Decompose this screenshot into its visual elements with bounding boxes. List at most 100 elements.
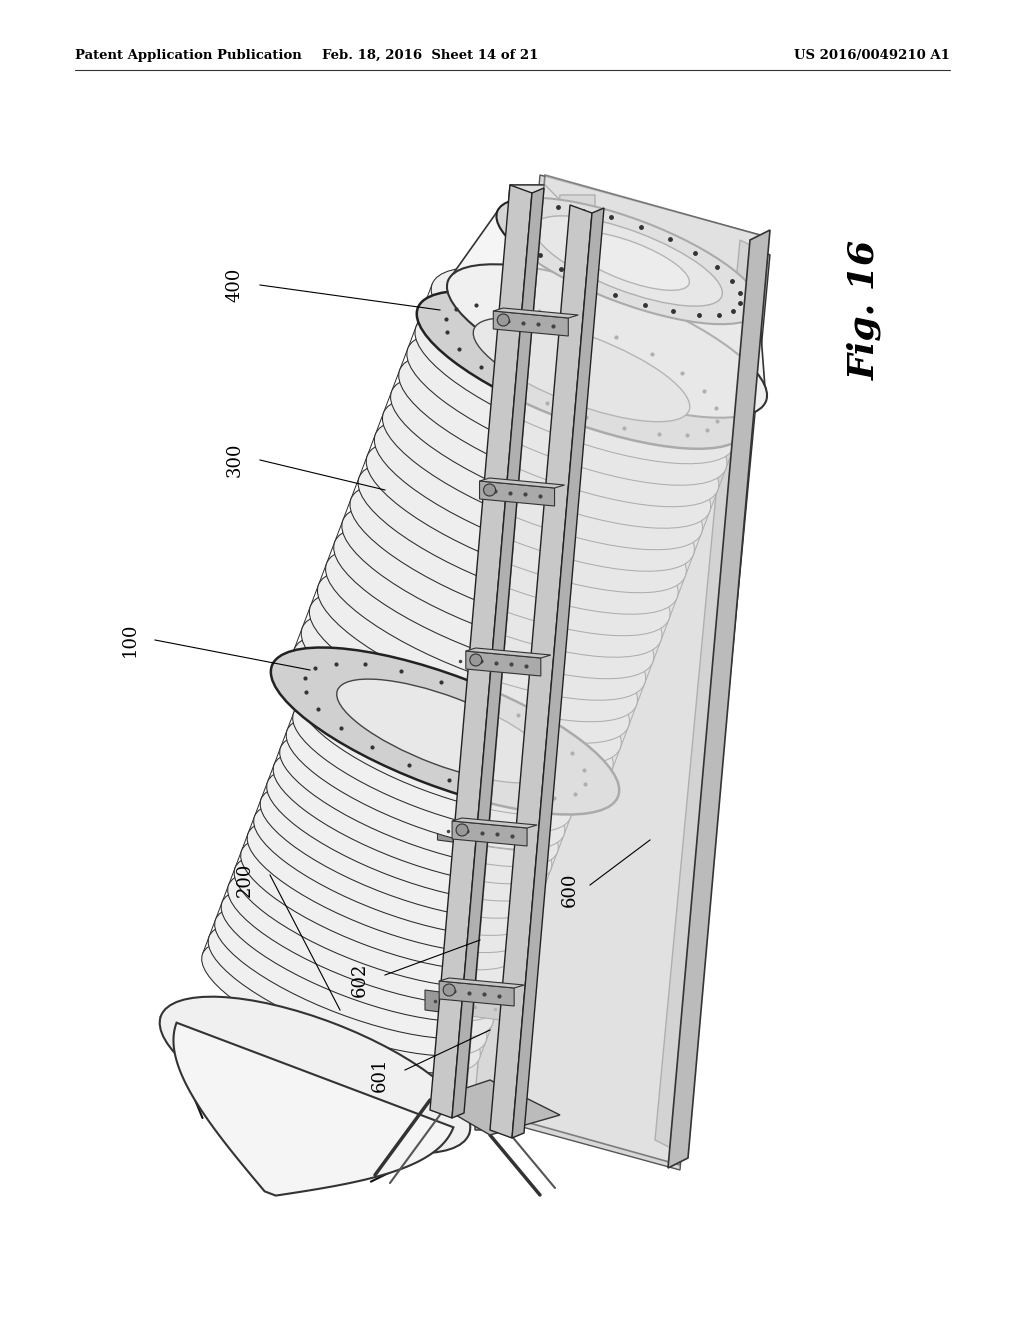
Ellipse shape bbox=[358, 614, 581, 719]
Ellipse shape bbox=[480, 290, 702, 397]
Ellipse shape bbox=[269, 850, 492, 956]
Polygon shape bbox=[173, 1023, 454, 1196]
Ellipse shape bbox=[367, 591, 589, 698]
Ellipse shape bbox=[308, 747, 530, 853]
Polygon shape bbox=[475, 310, 565, 342]
Polygon shape bbox=[460, 176, 760, 1170]
Polygon shape bbox=[494, 308, 579, 318]
Polygon shape bbox=[479, 480, 555, 506]
Ellipse shape bbox=[273, 750, 552, 884]
Polygon shape bbox=[479, 478, 564, 488]
Ellipse shape bbox=[293, 632, 613, 787]
Ellipse shape bbox=[431, 267, 752, 421]
Text: Fig. 16: Fig. 16 bbox=[848, 240, 883, 380]
Ellipse shape bbox=[282, 816, 504, 921]
Ellipse shape bbox=[295, 781, 517, 887]
Text: Patent Application Publication: Patent Application Publication bbox=[75, 49, 302, 62]
Ellipse shape bbox=[337, 678, 553, 783]
Ellipse shape bbox=[254, 801, 532, 936]
Ellipse shape bbox=[306, 664, 585, 797]
Ellipse shape bbox=[415, 463, 637, 569]
Ellipse shape bbox=[464, 334, 686, 441]
Ellipse shape bbox=[241, 836, 519, 970]
Ellipse shape bbox=[301, 764, 523, 870]
Ellipse shape bbox=[326, 546, 646, 700]
Ellipse shape bbox=[237, 936, 459, 1043]
Ellipse shape bbox=[270, 648, 620, 814]
Polygon shape bbox=[452, 187, 544, 1118]
Text: 602: 602 bbox=[351, 962, 369, 997]
Polygon shape bbox=[439, 981, 514, 1006]
Polygon shape bbox=[512, 209, 604, 1138]
Ellipse shape bbox=[391, 527, 613, 634]
Ellipse shape bbox=[342, 656, 564, 763]
Ellipse shape bbox=[350, 635, 572, 742]
Text: 600: 600 bbox=[561, 873, 579, 907]
Ellipse shape bbox=[202, 940, 480, 1073]
Polygon shape bbox=[230, 302, 701, 1048]
Text: 400: 400 bbox=[226, 268, 244, 302]
Ellipse shape bbox=[221, 888, 500, 1022]
Ellipse shape bbox=[398, 354, 719, 507]
Ellipse shape bbox=[407, 484, 629, 591]
Ellipse shape bbox=[390, 375, 711, 528]
Polygon shape bbox=[161, 1016, 469, 1135]
Ellipse shape bbox=[275, 833, 498, 939]
Polygon shape bbox=[466, 651, 541, 676]
Ellipse shape bbox=[262, 867, 484, 973]
Ellipse shape bbox=[334, 677, 556, 784]
Ellipse shape bbox=[415, 310, 735, 463]
Polygon shape bbox=[668, 230, 770, 1168]
Ellipse shape bbox=[208, 923, 486, 1056]
Ellipse shape bbox=[417, 290, 746, 449]
Ellipse shape bbox=[256, 884, 478, 990]
Text: Feb. 18, 2016  Sheet 14 of 21: Feb. 18, 2016 Sheet 14 of 21 bbox=[322, 49, 539, 62]
Ellipse shape bbox=[227, 871, 506, 1005]
Ellipse shape bbox=[456, 355, 678, 462]
Ellipse shape bbox=[280, 733, 558, 867]
Ellipse shape bbox=[301, 611, 622, 764]
Ellipse shape bbox=[215, 906, 494, 1039]
Ellipse shape bbox=[567, 232, 689, 290]
Polygon shape bbox=[450, 649, 540, 682]
Ellipse shape bbox=[447, 376, 670, 483]
Polygon shape bbox=[452, 821, 527, 846]
Ellipse shape bbox=[399, 506, 622, 612]
Ellipse shape bbox=[160, 997, 470, 1154]
Ellipse shape bbox=[260, 784, 539, 919]
Ellipse shape bbox=[358, 461, 678, 614]
Polygon shape bbox=[439, 978, 524, 987]
Ellipse shape bbox=[439, 399, 662, 504]
Circle shape bbox=[443, 983, 455, 997]
Polygon shape bbox=[447, 211, 766, 401]
Polygon shape bbox=[655, 240, 770, 1155]
Polygon shape bbox=[463, 480, 553, 512]
Text: 100: 100 bbox=[121, 623, 139, 657]
Ellipse shape bbox=[407, 331, 727, 486]
Ellipse shape bbox=[230, 953, 452, 1060]
Polygon shape bbox=[425, 990, 515, 1022]
Ellipse shape bbox=[423, 441, 645, 548]
Polygon shape bbox=[510, 185, 560, 201]
Ellipse shape bbox=[367, 440, 686, 593]
Ellipse shape bbox=[321, 713, 543, 818]
Ellipse shape bbox=[473, 318, 690, 421]
Ellipse shape bbox=[375, 417, 694, 572]
Ellipse shape bbox=[299, 681, 578, 814]
Ellipse shape bbox=[342, 504, 662, 657]
Ellipse shape bbox=[247, 818, 526, 953]
Ellipse shape bbox=[286, 715, 565, 849]
Ellipse shape bbox=[375, 570, 597, 677]
Circle shape bbox=[470, 653, 482, 667]
Ellipse shape bbox=[309, 590, 630, 743]
Text: 601: 601 bbox=[371, 1057, 389, 1092]
Ellipse shape bbox=[431, 420, 653, 527]
Ellipse shape bbox=[535, 216, 722, 306]
Text: 200: 200 bbox=[236, 863, 254, 898]
Ellipse shape bbox=[314, 730, 537, 836]
Ellipse shape bbox=[289, 799, 511, 904]
Ellipse shape bbox=[285, 655, 605, 808]
Text: US 2016/0049210 A1: US 2016/0049210 A1 bbox=[795, 49, 950, 62]
Ellipse shape bbox=[234, 854, 513, 987]
Polygon shape bbox=[425, 185, 545, 1119]
